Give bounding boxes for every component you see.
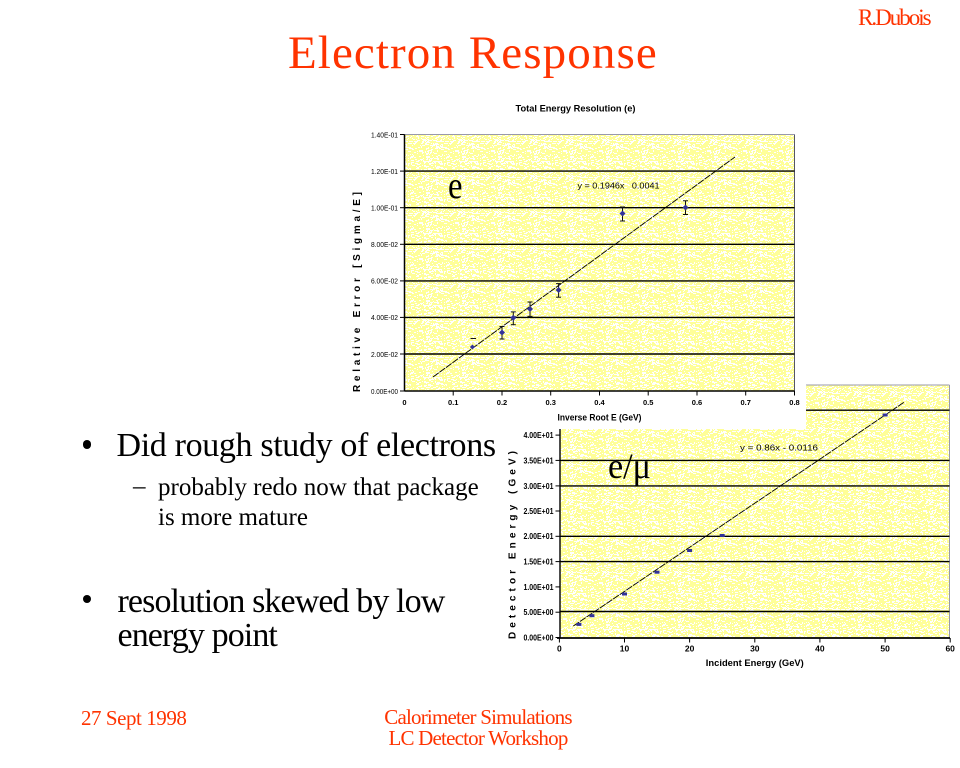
svg-text:Inverse Root E (GeV): Inverse Root E (GeV)	[558, 413, 642, 423]
svg-text:Total Energy Resolution (e): Total Energy Resolution (e)	[516, 104, 636, 115]
svg-text:6.00E-02: 6.00E-02	[371, 277, 398, 286]
svg-text:0.8: 0.8	[789, 398, 799, 407]
svg-text:Relative Error [Sigma/E]: Relative Error [Sigma/E]	[352, 192, 363, 392]
svg-text:1.50E+01: 1.50E+01	[524, 557, 554, 567]
svg-text:4.00E+01: 4.00E+01	[524, 430, 554, 440]
svg-text:40: 40	[815, 644, 825, 654]
svg-text:4.00E-02: 4.00E-02	[371, 313, 398, 322]
svg-text:0: 0	[557, 644, 562, 654]
svg-text:0: 0	[402, 398, 406, 407]
svg-text:0.2: 0.2	[497, 398, 507, 407]
svg-text:e/μ: e/μ	[608, 446, 651, 486]
svg-text:y = 0.1946x 0.0041: y = 0.1946x 0.0041	[578, 182, 661, 191]
svg-text:0.6: 0.6	[692, 398, 702, 407]
svg-text:50: 50	[880, 644, 890, 654]
svg-text:1.00E+01: 1.00E+01	[524, 582, 554, 592]
svg-text:5.00E+00: 5.00E+00	[524, 607, 554, 617]
svg-text:e: e	[448, 165, 463, 207]
svg-text:30: 30	[750, 644, 760, 654]
svg-text:1.00E-01: 1.00E-01	[371, 204, 398, 213]
svg-text:Incident Energy (GeV): Incident Energy (GeV)	[706, 658, 804, 669]
svg-text:1.40E-01: 1.40E-01	[371, 130, 398, 139]
svg-text:10: 10	[620, 644, 630, 654]
svg-text:2.00E+01: 2.00E+01	[524, 531, 554, 541]
svg-text:0.00E+00: 0.00E+00	[371, 387, 398, 396]
svg-text:1.20E-01: 1.20E-01	[371, 167, 398, 176]
svg-text:3.50E+01: 3.50E+01	[524, 455, 554, 465]
svg-text:Detector Energy (GeV): Detector Energy (GeV)	[508, 451, 519, 639]
svg-text:0.3: 0.3	[545, 398, 555, 407]
svg-text:0.00E+00: 0.00E+00	[524, 632, 554, 642]
svg-text:60: 60	[945, 644, 955, 654]
svg-text:3.00E+01: 3.00E+01	[524, 481, 554, 491]
svg-text:20: 20	[685, 644, 695, 654]
svg-text:y = 0.86x - 0.0116: y = 0.86x - 0.0116	[740, 443, 818, 453]
svg-text:8.00E-02: 8.00E-02	[371, 240, 398, 249]
svg-text:0.1: 0.1	[448, 398, 458, 407]
svg-text:0.7: 0.7	[740, 398, 750, 407]
svg-text:2.50E+01: 2.50E+01	[524, 506, 554, 516]
svg-text:2.00E-02: 2.00E-02	[371, 350, 398, 359]
svg-text:0.4: 0.4	[594, 398, 605, 407]
svg-text:0.5: 0.5	[643, 398, 653, 407]
